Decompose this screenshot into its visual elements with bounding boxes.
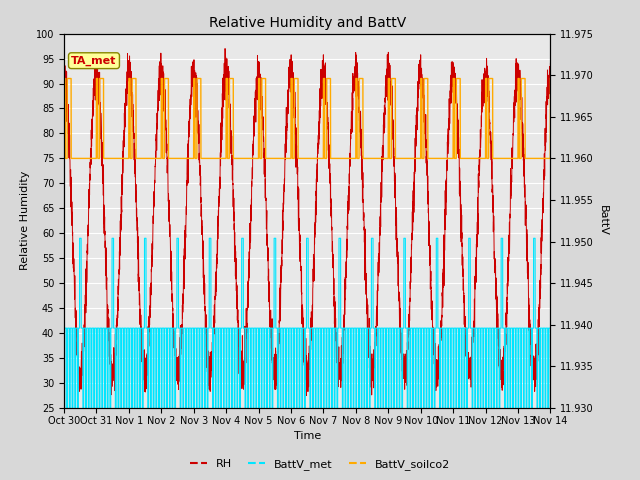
BattV_met [148, 325, 156, 331]
BattV_soilco2 [444, 156, 451, 161]
BattV_met [444, 325, 451, 331]
Y-axis label: BattV: BattV [598, 205, 608, 236]
Title: Relative Humidity and BattV: Relative Humidity and BattV [209, 16, 406, 30]
X-axis label: Time: Time [294, 431, 321, 441]
BattV_soilco2 [60, 76, 68, 82]
Line: BattV_soilco2: BattV_soilco2 [64, 79, 550, 158]
Text: TA_met: TA_met [71, 56, 116, 66]
BattV_met [289, 325, 296, 331]
RH [444, 143, 451, 149]
RH [221, 46, 229, 51]
BattV_soilco2 [547, 76, 554, 82]
BattV_met [547, 405, 554, 411]
BattV_soilco2 [389, 76, 397, 82]
BattV_met [546, 325, 554, 331]
RH [148, 269, 156, 275]
RH [303, 393, 310, 398]
RH [416, 74, 424, 80]
BattV_soilco2 [546, 156, 554, 161]
BattV_soilco2 [148, 156, 156, 161]
RH [60, 54, 68, 60]
RH [546, 72, 554, 78]
BattV_soilco2 [61, 156, 69, 161]
Legend: RH, BattV_met, BattV_soilco2: RH, BattV_met, BattV_soilco2 [186, 455, 454, 474]
Line: BattV_met: BattV_met [64, 238, 550, 408]
Line: RH: RH [64, 48, 550, 396]
BattV_met [76, 235, 83, 241]
BattV_met [60, 405, 68, 411]
Y-axis label: Relative Humidity: Relative Humidity [20, 171, 30, 271]
RH [547, 60, 554, 66]
RH [389, 136, 397, 142]
BattV_soilco2 [289, 156, 296, 161]
BattV_met [389, 325, 397, 331]
RH [289, 76, 296, 82]
BattV_soilco2 [416, 156, 424, 161]
BattV_met [416, 325, 424, 331]
